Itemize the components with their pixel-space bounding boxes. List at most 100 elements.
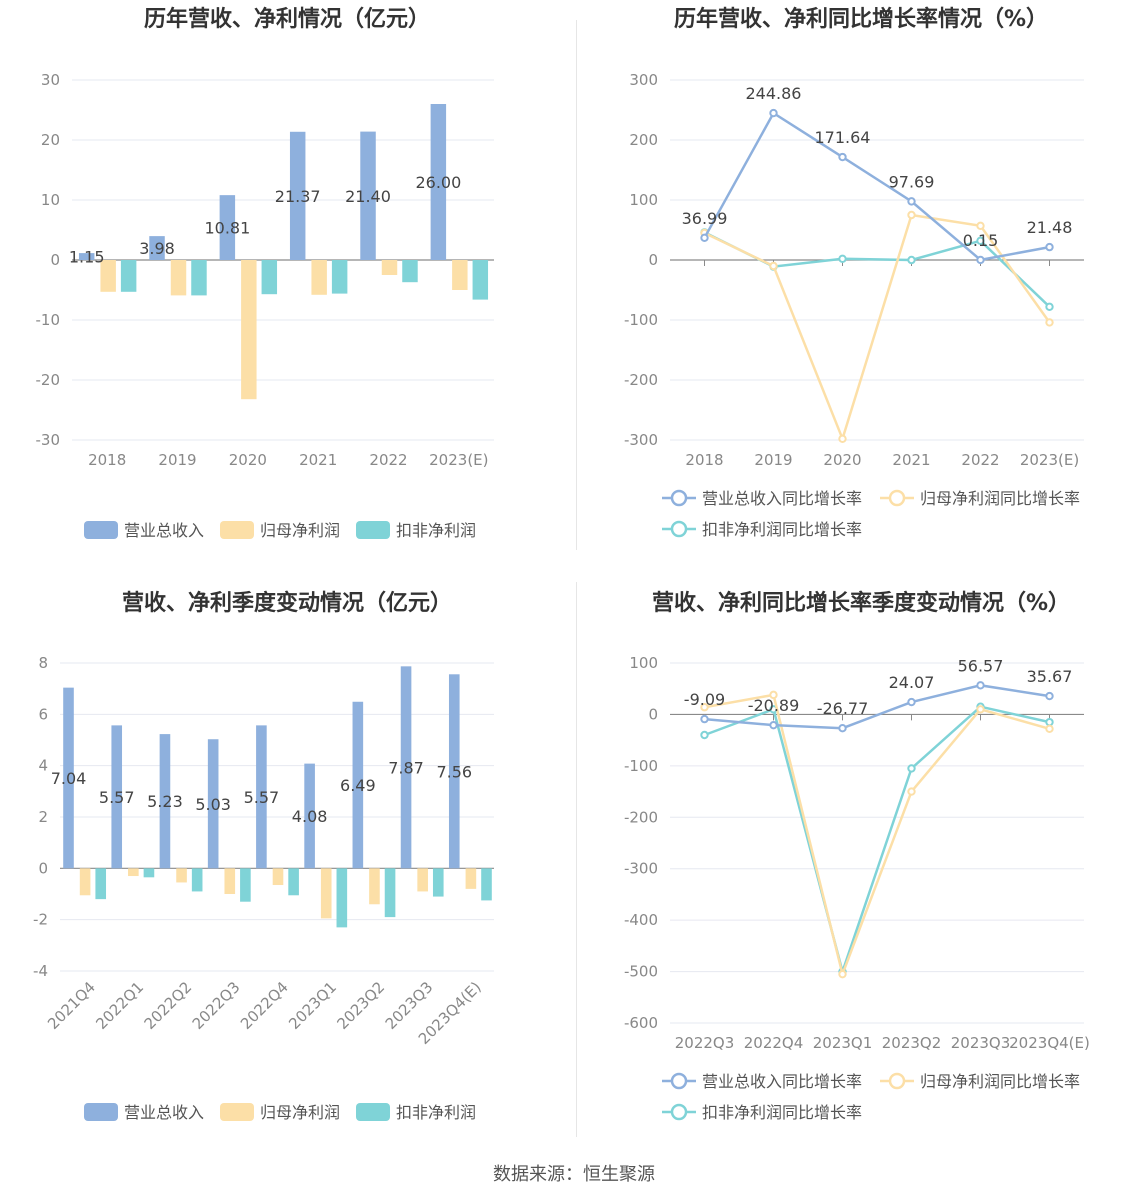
bar-deducted-profit: [336, 868, 348, 928]
bar-parent-profit: [320, 868, 332, 919]
series-point: [838, 434, 847, 443]
x-tick-label: 2020: [823, 451, 861, 469]
y-tick-label: 200: [629, 131, 658, 149]
series-point: [1045, 691, 1054, 701]
bar-data-label: 5.57: [99, 788, 135, 807]
x-tick-label: 2023(E): [429, 451, 488, 469]
bar-deducted-profit: [384, 868, 396, 918]
series-point: [976, 221, 985, 231]
bar-parent-profit: [465, 868, 477, 889]
bar-deducted-profit: [120, 260, 137, 292]
bar-deducted-profit: [472, 260, 489, 300]
series-point: [907, 764, 916, 773]
legend-swatch: [84, 1103, 118, 1121]
legend-label: 归母净利润同比增长率: [920, 489, 1080, 508]
bar-revenue: [207, 739, 219, 869]
annual-growth-rate-chart: 历年营收、净利同比增长率情况（%） 300 200 100 0 -100 -200 -300 2…: [574, 0, 1148, 585]
bar-data-label: 6.49: [340, 776, 376, 795]
legend-swatch: [356, 1103, 390, 1121]
chart-svg: 营收、净利季度变动情况（亿元）86420-2-42021Q42022Q12022…: [33, 590, 494, 1122]
bar-parent-profit: [128, 868, 139, 877]
quarterly-growth-rate-chart: 营收、净利同比增长率季度变动情况（%） 100 0 -100 -200 -300 -400 -…: [574, 582, 1148, 1167]
x-tick-label: 2020: [229, 451, 267, 469]
series-point: [1045, 724, 1054, 734]
y-tick-label: 30: [41, 71, 60, 89]
point-data-label: 56.57: [958, 656, 1004, 675]
legend-label: 扣非净利润同比增长率: [702, 1103, 862, 1122]
point-data-label: -20.89: [748, 696, 800, 715]
point-data-label: 171.64: [815, 128, 871, 147]
series-line-deducted-profit: [704, 705, 1050, 976]
bar-data-label: 3.98: [139, 239, 175, 258]
series-point: [769, 108, 778, 118]
point-data-label: 35.67: [1027, 667, 1073, 686]
y-tick-label: -30: [36, 431, 61, 449]
bar-revenue: [63, 687, 74, 869]
legend-label: 营业总收入同比增长率: [702, 1072, 862, 1091]
legend-swatch: [84, 521, 118, 539]
y-tick-label: -300: [624, 860, 658, 878]
bar-parent-profit: [170, 260, 187, 296]
y-tick-label: 6: [38, 705, 48, 723]
chart-svg: 营收、净利同比增长率季度变动情况（%） 100 0 -100 -200 -300 -400 -…: [624, 590, 1090, 1122]
y-tick-label: 20: [41, 131, 60, 149]
legend-swatch-marker: [670, 489, 688, 507]
x-tick-label: 2023Q3: [951, 1034, 1011, 1052]
bar-data-label: 21.37: [275, 187, 321, 206]
series-point: [1045, 318, 1054, 327]
legend-label: 营业总收入: [124, 1103, 204, 1122]
bar-parent-profit: [417, 868, 428, 892]
series-point: [1045, 242, 1054, 252]
point-data-label: 97.69: [889, 172, 935, 191]
bar-data-label: 26.00: [415, 173, 461, 192]
bar-data-label: 21.40: [345, 187, 391, 206]
point-data-label: 21.48: [1027, 218, 1073, 237]
x-tick-label: 2023Q4(E): [1009, 1034, 1090, 1052]
legend-swatch-marker: [670, 1103, 688, 1121]
series-point: [907, 197, 916, 206]
bar-data-label: 5.23: [147, 792, 183, 811]
series-point: [976, 255, 985, 265]
x-tick-label: 2021: [892, 451, 930, 469]
series-point: [907, 255, 916, 265]
bar-parent-profit: [79, 868, 91, 896]
x-tick-label: 2022Q3: [675, 1034, 735, 1052]
bar-deducted-profit: [261, 260, 278, 295]
legend-label: 扣非净利润同比增长率: [702, 520, 862, 539]
y-tick-label: 8: [38, 654, 48, 672]
bar-revenue: [304, 763, 315, 869]
chart-title: 营收、净利同比增长率季度变动情况（%）: [652, 590, 1070, 616]
legend-swatch-marker: [888, 1072, 906, 1090]
y-tick-label: -300: [624, 431, 658, 449]
bar-revenue: [149, 236, 165, 260]
chart-svg: 历年营收、净利同比增长率情况（%） 300 200 100 0 -100 -200 -300 2…: [624, 6, 1084, 539]
vertical-divider-top: [576, 20, 577, 550]
bar-parent-profit: [369, 868, 380, 905]
series-point: [838, 152, 847, 162]
x-tick-label: 2022: [961, 451, 999, 469]
y-tick-label: -20: [36, 371, 61, 389]
x-tick-label: 2023Q2: [333, 978, 388, 1033]
series-point: [769, 720, 778, 730]
y-tick-label: -600: [624, 1014, 658, 1032]
bar-revenue: [448, 674, 460, 869]
legend-label: 归母净利润同比增长率: [920, 1072, 1080, 1091]
bar-revenue: [219, 195, 236, 260]
series-point: [1045, 717, 1054, 727]
bar-revenue: [289, 131, 306, 260]
x-tick-label: 2022Q1: [92, 978, 147, 1033]
chart-svg: 历年营收、净利情况（亿元） 30 20 10 0 -10 -20 -30 2018 2019 202…: [36, 6, 494, 540]
bar-revenue: [430, 104, 447, 260]
data-source: 数据来源：恒生聚源: [493, 1164, 655, 1185]
x-tick-label: 2021: [299, 451, 337, 469]
chart-title: 历年营收、净利同比增长率情况（%）: [674, 6, 1048, 32]
x-tick-label: 2022Q4: [237, 978, 292, 1033]
legend-swatch: [220, 521, 254, 539]
series-point: [838, 969, 847, 979]
legend-label: 归母净利润: [260, 521, 340, 540]
bar-deducted-profit: [481, 868, 492, 901]
y-tick-label: 0: [38, 859, 48, 877]
point-data-label: 24.07: [889, 673, 935, 692]
y-tick-label: 0: [648, 705, 658, 723]
series-point: [769, 690, 778, 700]
